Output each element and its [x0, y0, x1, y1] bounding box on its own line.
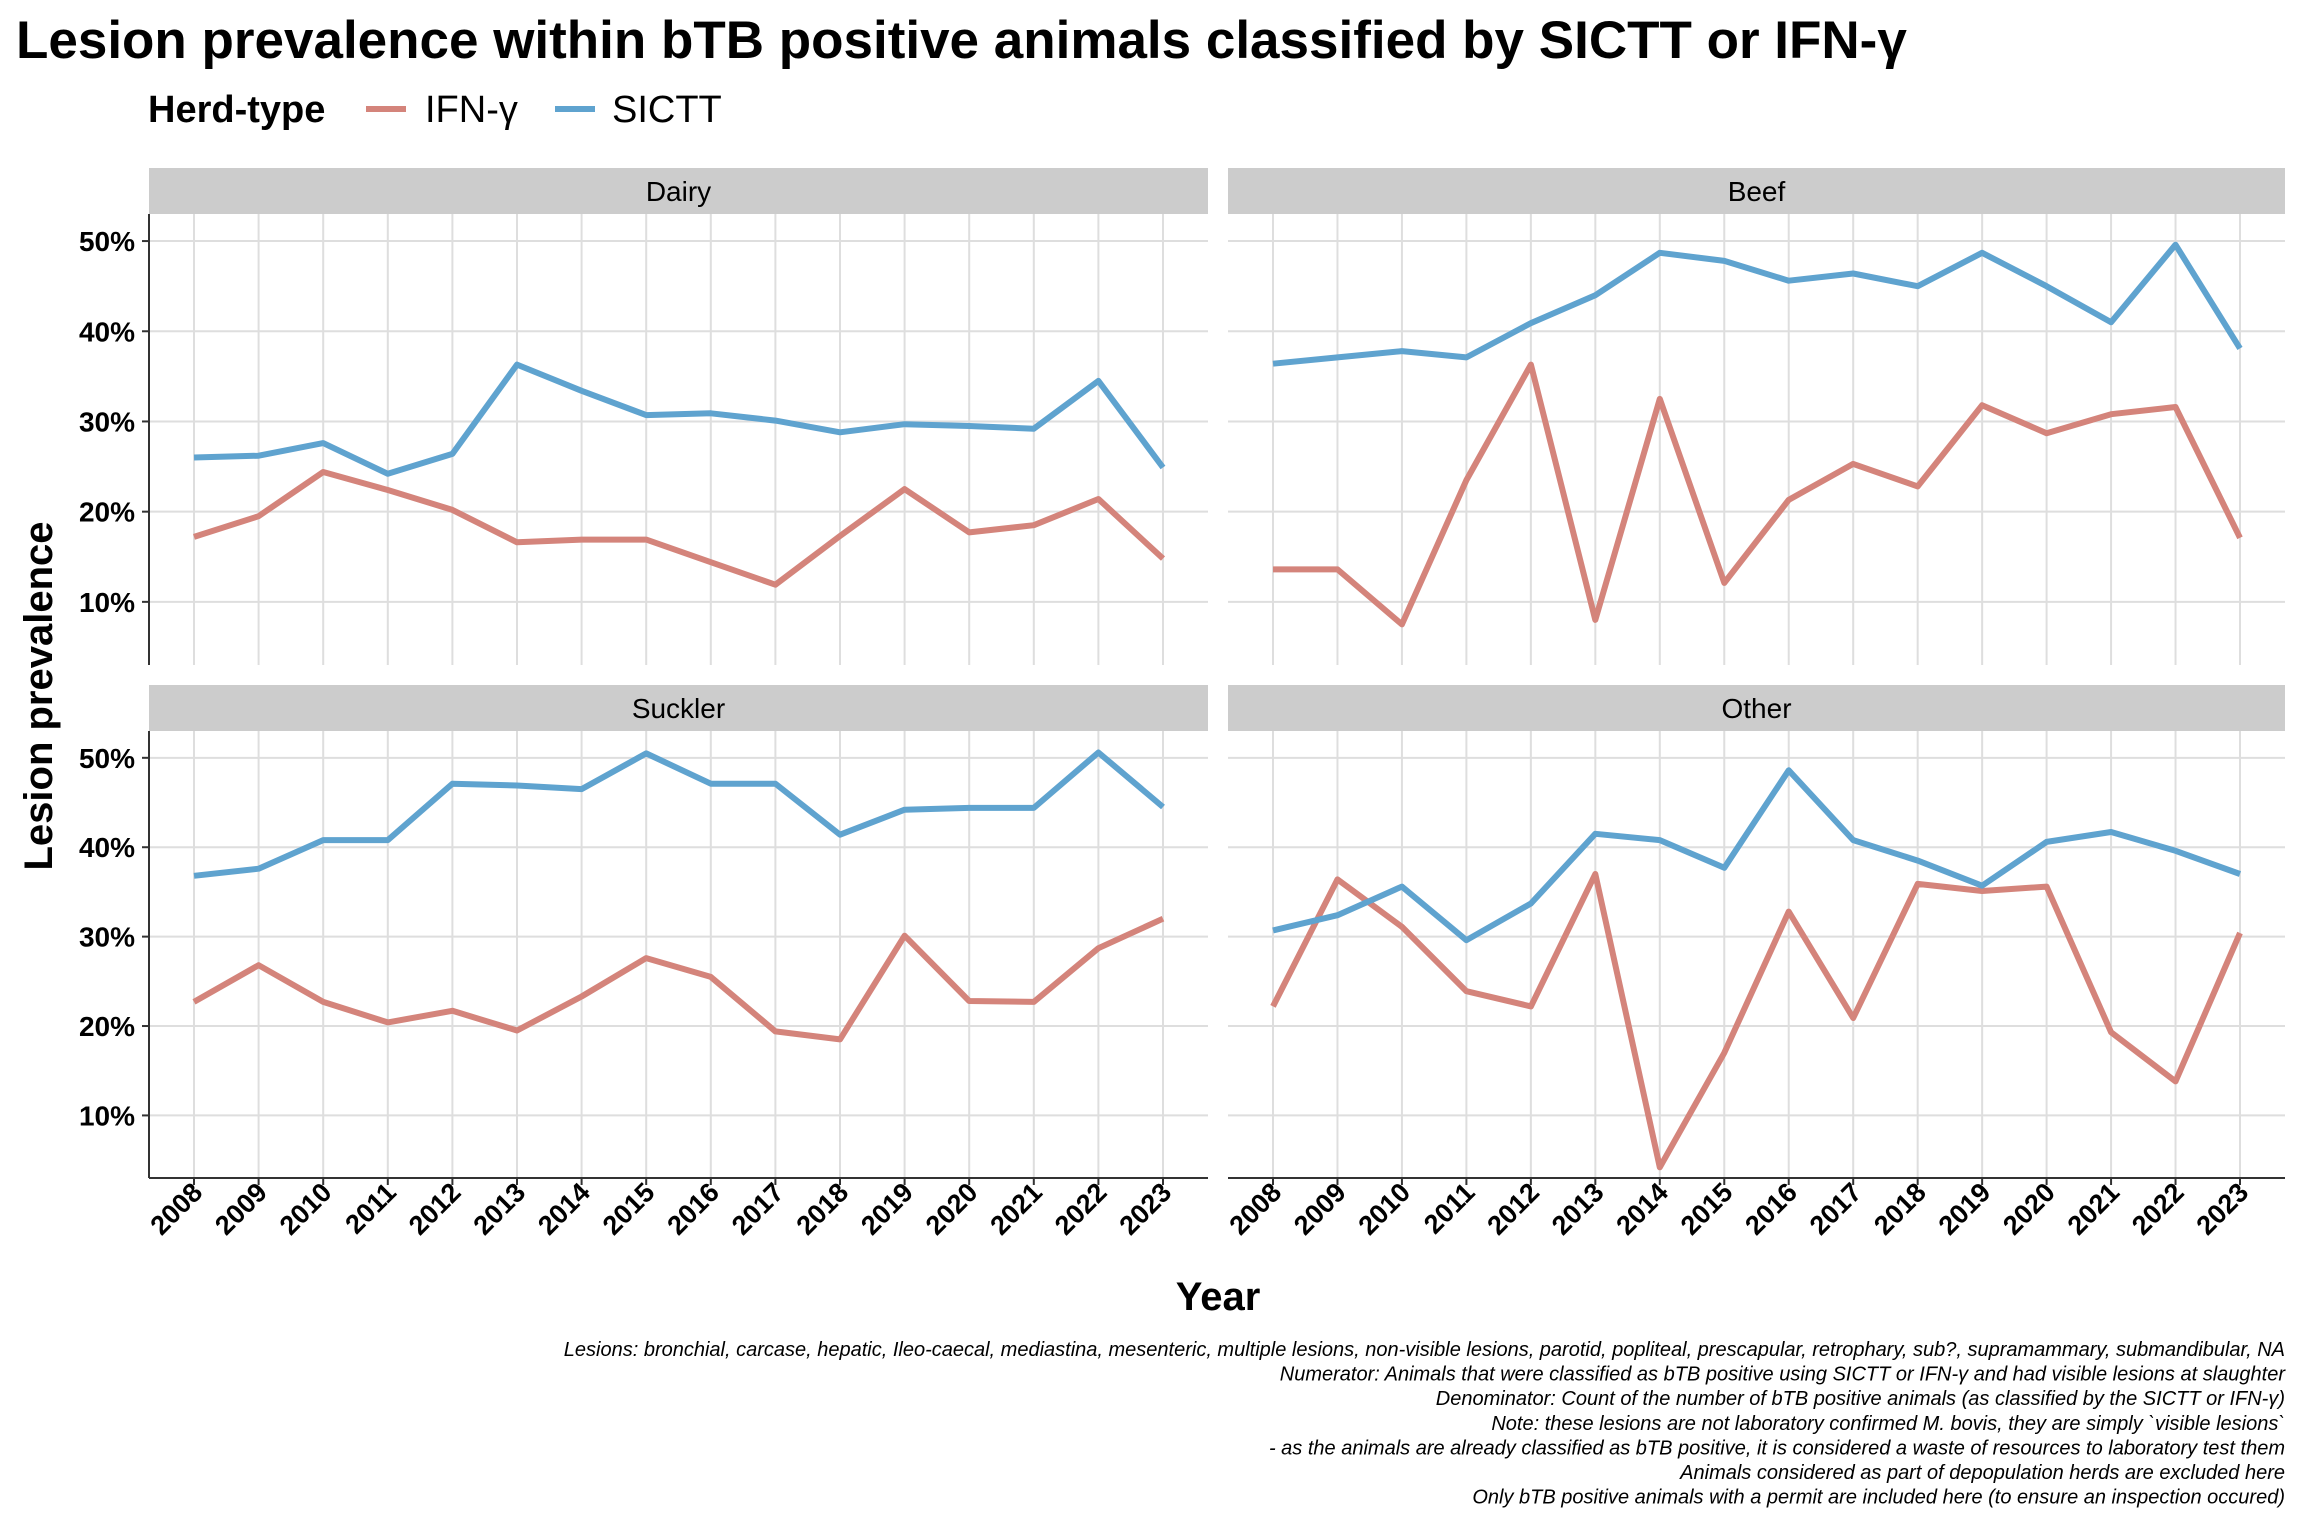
- gridlines: [1228, 214, 2285, 665]
- x-tick-label: 2012: [1481, 1177, 1545, 1241]
- legend-label-sictt: SICTT: [612, 89, 722, 131]
- x-tick-label: 2023: [2191, 1177, 2255, 1241]
- facet-strip-label: Other: [1721, 693, 1791, 724]
- facet-strip: [149, 685, 1208, 731]
- x-tick-label: 2022: [2126, 1177, 2190, 1241]
- panel-dairy: Dairy 10% 20% 30% 40% 50%: [79, 168, 1208, 665]
- series-line-sictt: [1272, 241, 2243, 367]
- caption-line: - as the animals are already classified …: [1269, 1437, 2285, 1459]
- legend-label-ifn: IFN-γ: [425, 89, 518, 131]
- caption-line: Denominator: Count of the number of bTB …: [1436, 1388, 2285, 1410]
- x-tick-label: 2015: [1675, 1177, 1739, 1241]
- chart-title: Lesion prevalence within bTB positive an…: [16, 11, 1907, 70]
- gridlines: [1228, 731, 2285, 1178]
- x-tick-label: 2022: [1049, 1177, 1113, 1241]
- y-tick-label: 20%: [79, 497, 135, 528]
- x-tick-label: 2008: [1224, 1177, 1288, 1241]
- x-tick-label: 2014: [532, 1177, 596, 1241]
- x-tick-label: 2009: [1288, 1177, 1352, 1241]
- x-tick-label: 2019: [1933, 1177, 1997, 1241]
- series-line-sictt: [193, 361, 1166, 477]
- series-line-ifn-gamma: [193, 469, 1166, 588]
- x-tick-label: 2016: [661, 1177, 725, 1241]
- caption-line: Numerator: Animals that were classified …: [1280, 1364, 2287, 1386]
- caption-line: Only bTB positive animals with a permit …: [1472, 1487, 2285, 1509]
- caption-line: Note: these lesions are not laboratory c…: [1491, 1413, 2285, 1435]
- x-axis-title: Year: [1176, 1275, 1261, 1319]
- x-tick-label: 2021: [2062, 1177, 2126, 1241]
- x-tick-label: 2018: [1868, 1177, 1932, 1241]
- y-tick-label: 50%: [79, 226, 135, 257]
- y-tick-label: 10%: [79, 587, 135, 618]
- legend-title: Herd-type: [148, 89, 325, 131]
- x-tick-label: 2011: [339, 1177, 402, 1240]
- series-line-sictt: [1272, 767, 2242, 944]
- y-tick-label: 50%: [79, 743, 135, 774]
- facet-strip: [1228, 685, 2285, 731]
- x-tick-label: 2010: [274, 1177, 338, 1241]
- x-tick-label: 2021: [984, 1177, 1048, 1241]
- x-tick-label: 2017: [726, 1177, 790, 1241]
- legend: Herd-type IFN-γ SICTT: [148, 89, 722, 131]
- facet-strip: [1228, 168, 2285, 214]
- x-tick-label: 2020: [1997, 1177, 2061, 1241]
- x-tick-label: 2013: [1546, 1177, 1610, 1241]
- x-tick-label: 2011: [1418, 1177, 1481, 1240]
- x-tick-label: 2015: [597, 1177, 661, 1241]
- x-tick-label: 2013: [468, 1177, 532, 1241]
- x-tick-label: 2017: [1804, 1177, 1868, 1241]
- x-tick-label: 2020: [920, 1177, 984, 1241]
- gridlines: [149, 731, 1208, 1178]
- facet-strip-label: Dairy: [646, 176, 711, 207]
- panel-beef: Beef: [1228, 168, 2285, 665]
- facet-strip-label: Suckler: [632, 693, 725, 724]
- caption-line: Lesions: bronchial, carcase, hepatic, Il…: [564, 1339, 2285, 1361]
- y-tick-label: 10%: [79, 1100, 135, 1131]
- y-tick-label: 40%: [79, 832, 135, 863]
- x-tick-label: 2012: [403, 1177, 467, 1241]
- x-tick-label: 2023: [1114, 1177, 1178, 1241]
- x-tick-label: 2008: [145, 1177, 209, 1241]
- series-line-ifn-gamma: [1270, 871, 2243, 1171]
- series-line-ifn-gamma: [192, 915, 1165, 1043]
- series-line-sictt: [193, 749, 1165, 879]
- facet-strip: [149, 168, 1208, 214]
- x-tick-label: 2010: [1352, 1177, 1416, 1241]
- caption: Lesions: bronchial, carcase, hepatic, Il…: [564, 1339, 2287, 1509]
- gridlines: [149, 214, 1208, 665]
- x-tick-label: 2016: [1739, 1177, 1803, 1241]
- facet-panels: Dairy 10% 20% 30% 40% 50% Beef Suckler 10% 20% 30%…: [79, 168, 2285, 1241]
- facet-strip-label: Beef: [1728, 176, 1786, 207]
- y-axis-title: Lesion prevalence: [17, 521, 61, 870]
- x-tick-label: 2009: [209, 1177, 273, 1241]
- x-tick-label: 2019: [855, 1177, 919, 1241]
- y-tick-label: 40%: [79, 316, 135, 347]
- x-tick-label: 2014: [1610, 1177, 1674, 1241]
- y-tick-label: 30%: [79, 406, 135, 437]
- x-tick-label: 2018: [791, 1177, 855, 1241]
- y-tick-label: 30%: [79, 922, 135, 953]
- series-line-ifn-gamma: [1273, 361, 2243, 628]
- y-tick-label: 20%: [79, 1011, 135, 1042]
- caption-line: Animals considered as part of depopulati…: [1679, 1462, 2285, 1484]
